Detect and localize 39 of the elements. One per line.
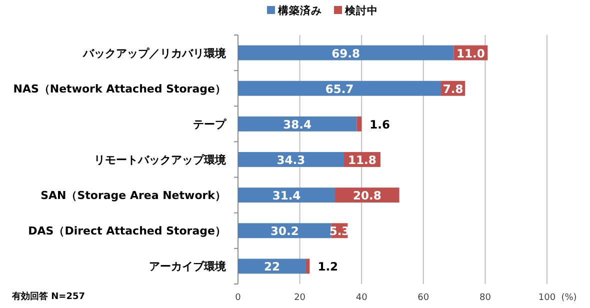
- x-tick-label: 20: [294, 293, 306, 303]
- legend-label: 構築済み: [277, 4, 322, 17]
- bar: [306, 258, 310, 274]
- data-label: 31.4: [272, 188, 301, 203]
- data-label: 1.2: [318, 260, 338, 274]
- data-label: 38.4: [283, 117, 312, 132]
- text: 有効回答 N=257: [11, 291, 85, 302]
- bar: [238, 80, 442, 96]
- x-tick-label: 0: [235, 293, 242, 303]
- y-tick-label: SAN（Storage Area Network）: [40, 189, 226, 202]
- bar: [238, 258, 306, 274]
- bar: [356, 116, 362, 132]
- bar: [238, 188, 336, 203]
- bar: [238, 152, 344, 167]
- data-label: 1.6: [370, 117, 390, 132]
- data-label: 34.3: [276, 153, 306, 167]
- y-tick-label: テープ: [193, 118, 227, 131]
- y-tick-label: NAS（Network Attached Storage）: [13, 82, 226, 96]
- data-label: 69.8: [332, 46, 360, 60]
- bar: [238, 223, 332, 238]
- data-label: 30.2: [270, 224, 299, 238]
- legend-label: 検討中: [344, 4, 378, 17]
- data-label: 65.7: [325, 82, 354, 96]
- y-tick-label: DAS（Direct Attached Storage）: [28, 224, 226, 238]
- data-label: 22: [264, 260, 280, 274]
- x-tick-label: 80: [479, 293, 492, 303]
- y-tick-label: アーカイブ環境: [149, 260, 227, 274]
- data-label: 11.0: [456, 46, 485, 60]
- x-axis-title: (%): [561, 293, 577, 303]
- y-tick-label: リモートバックアップ環境: [94, 154, 227, 166]
- data-label: 11.8: [348, 153, 376, 167]
- x-tick-label: 40: [356, 293, 368, 303]
- y-tick-label: バックアップ／リカバリ環境: [82, 46, 227, 60]
- bar: [238, 45, 454, 60]
- data-label: 7.8: [442, 82, 464, 96]
- bar: [238, 116, 357, 132]
- x-tick-label: 60: [418, 293, 430, 303]
- x-tick-label: 100: [538, 293, 556, 303]
- data-label: 20.8: [352, 188, 382, 203]
